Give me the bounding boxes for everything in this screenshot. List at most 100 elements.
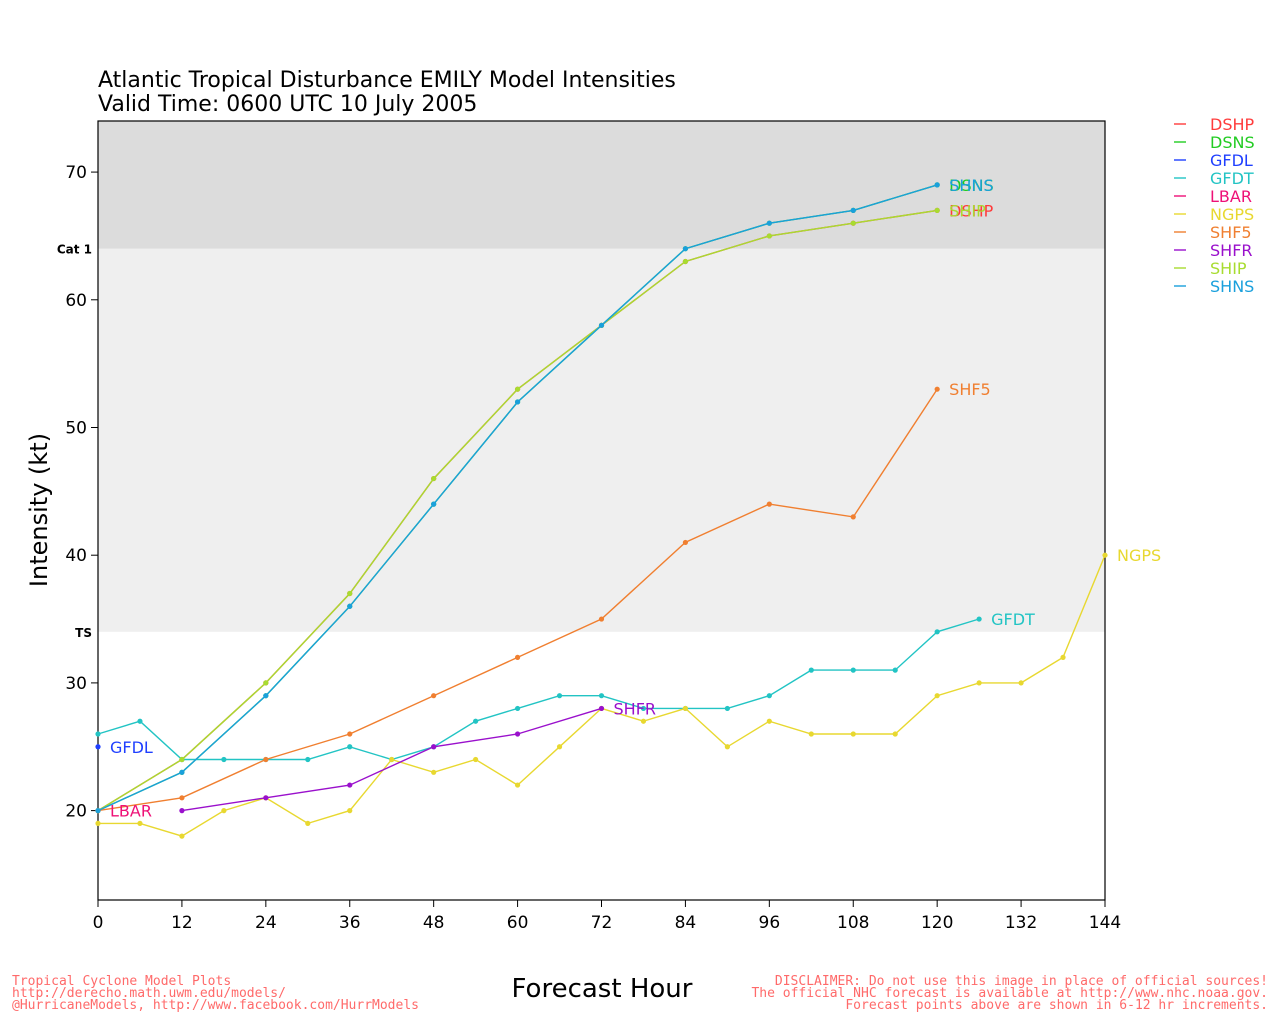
x-tick-label: 72 bbox=[591, 913, 613, 933]
series-gfdl bbox=[95, 744, 101, 750]
data-point-ship bbox=[514, 386, 521, 392]
data-point-ngps bbox=[850, 731, 856, 737]
data-point-shf5 bbox=[179, 795, 185, 801]
data-point-ngps bbox=[1102, 552, 1108, 558]
band-ts bbox=[98, 248, 1105, 632]
data-point-gfdt bbox=[598, 693, 605, 699]
series-end-label-shf5: SHF5 bbox=[949, 380, 991, 399]
data-point-shns bbox=[431, 501, 437, 507]
y-tick-label: 40 bbox=[65, 546, 87, 566]
series-end-labels: DSHP DSNS GFDL GFDT LBAR NGPS SHF5 SHFR SHIP SHNS bbox=[110, 176, 1161, 821]
x-tick-label: 96 bbox=[759, 913, 781, 933]
data-point-gfdt bbox=[766, 693, 772, 699]
x-axis-label: Forecast Hour bbox=[512, 974, 693, 1004]
legend-entry-shf5: SHF5 bbox=[1210, 223, 1252, 242]
data-point-shf5 bbox=[347, 731, 353, 737]
data-point-ngps bbox=[808, 731, 814, 737]
x-tick-label: 120 bbox=[921, 913, 953, 933]
data-point-ngps bbox=[682, 705, 689, 712]
x-tick-label: 132 bbox=[1005, 913, 1037, 933]
data-point-shf5 bbox=[598, 616, 605, 622]
data-point-ngps bbox=[305, 820, 311, 826]
data-point-shns bbox=[598, 322, 605, 328]
series-end-label-shns: SHNS bbox=[949, 176, 993, 195]
data-point-gfdt bbox=[724, 705, 730, 712]
data-point-gfdt bbox=[556, 693, 563, 699]
y-axis-label: Intensity (kt) bbox=[25, 433, 53, 587]
series-gfdt bbox=[95, 616, 982, 763]
credits-line: http://derecho.math.uwm.edu/models/ bbox=[12, 986, 286, 1001]
series-ship bbox=[95, 207, 940, 814]
x-tick-label: 60 bbox=[507, 913, 529, 933]
data-point-ngps bbox=[1018, 680, 1024, 686]
legend-entry-gfdl: GFDL bbox=[1210, 151, 1253, 170]
series-end-label-shfr: SHFR bbox=[614, 699, 657, 718]
disclaimer-line: DISCLAIMER: Do not use this image in pla… bbox=[774, 974, 1268, 989]
credits-line: @HurricaneModels, http://www.facebook.co… bbox=[12, 998, 419, 1013]
disclaimer-line: Forecast points above are shown in 6-12 … bbox=[845, 998, 1268, 1013]
series-end-label-gfdl: GFDL bbox=[110, 738, 153, 757]
data-point-ship bbox=[347, 590, 353, 597]
data-point-gfdl bbox=[95, 744, 101, 750]
x-tick-label: 36 bbox=[339, 913, 361, 933]
intensity-bands: TS Cat 1 bbox=[57, 121, 1105, 640]
data-point-ngps bbox=[347, 808, 353, 814]
series-end-label-lbar: LBAR bbox=[110, 802, 152, 821]
data-point-ngps bbox=[473, 756, 479, 763]
data-point-ship bbox=[431, 475, 437, 482]
data-point-gfdt bbox=[347, 744, 353, 750]
data-point-gfdt bbox=[95, 731, 101, 737]
data-point-gfdt bbox=[892, 667, 898, 673]
data-point-ngps bbox=[766, 718, 772, 724]
data-point-ngps bbox=[514, 782, 521, 788]
data-point-shns bbox=[95, 808, 101, 814]
data-point-shfr bbox=[514, 731, 521, 737]
chart-subtitle: Valid Time: 0600 UTC 10 July 2005 bbox=[98, 92, 477, 117]
disclaimer-line: The official NHC forecast is available a… bbox=[751, 986, 1268, 1001]
data-point-shns bbox=[934, 182, 940, 188]
y-tick-label: 30 bbox=[65, 674, 87, 694]
data-point-ship bbox=[263, 680, 269, 686]
data-point-gfdt bbox=[640, 705, 647, 712]
data-point-gfdt bbox=[473, 718, 479, 724]
legend-entry-lbar: LBAR bbox=[1210, 187, 1252, 206]
series-lines bbox=[95, 182, 1108, 839]
data-point-ngps bbox=[95, 820, 101, 826]
x-tick-label: 0 bbox=[93, 913, 104, 933]
data-point-shfr bbox=[263, 795, 269, 801]
x-tick-label: 12 bbox=[171, 913, 193, 933]
legend-entry-shns: SHNS bbox=[1210, 277, 1254, 296]
data-point-ngps bbox=[724, 744, 730, 750]
data-point-gfdt bbox=[514, 705, 521, 712]
x-tick-label: 108 bbox=[837, 913, 869, 933]
y-tick-label: 70 bbox=[65, 163, 87, 183]
data-point-ship bbox=[766, 233, 772, 239]
data-point-shf5 bbox=[766, 501, 772, 507]
legend-entry-dsns: DSNS bbox=[1210, 133, 1255, 152]
series-shfr bbox=[179, 705, 605, 814]
data-point-ngps bbox=[892, 731, 898, 737]
data-point-shns bbox=[682, 246, 689, 252]
data-point-gfdt bbox=[137, 718, 143, 724]
axes: 0 12 24 36 48 60 72 84 96 108 120 132 144 20 30 40 50 60 7… bbox=[65, 163, 1121, 933]
data-point-shfr bbox=[347, 782, 353, 788]
data-point-shf5 bbox=[850, 514, 856, 520]
data-point-gfdt bbox=[850, 667, 856, 673]
legend-entry-gfdt: GFDT bbox=[1210, 169, 1254, 188]
credits-line: Tropical Cyclone Model Plots bbox=[12, 974, 232, 989]
data-point-gfdt bbox=[221, 756, 227, 763]
data-point-shns bbox=[179, 769, 185, 775]
series-shns bbox=[95, 182, 940, 814]
data-point-ngps bbox=[137, 820, 143, 826]
series-end-label-dshp: DSHP bbox=[949, 201, 994, 220]
x-tick-label: 84 bbox=[675, 913, 697, 933]
data-point-ship bbox=[934, 207, 940, 213]
x-tick-label: 24 bbox=[255, 913, 277, 933]
data-point-ship bbox=[850, 220, 856, 226]
y-tick-label: 20 bbox=[65, 802, 87, 822]
data-point-ngps bbox=[1060, 654, 1066, 660]
data-point-shf5 bbox=[934, 386, 940, 392]
data-point-ship bbox=[682, 258, 689, 265]
data-point-shf5 bbox=[431, 693, 437, 699]
